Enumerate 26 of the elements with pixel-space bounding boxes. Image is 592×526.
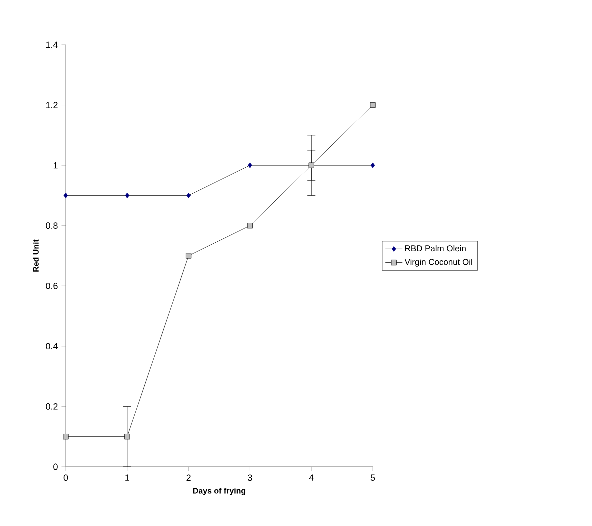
point [64, 192, 68, 198]
x-tick-label: 4 [309, 474, 314, 481]
y-tick-label: 1.2 [46, 102, 58, 108]
point [63, 434, 69, 440]
y-tick-label: 0 [54, 464, 58, 470]
point [248, 162, 252, 168]
y-tick-label: 1.4 [46, 42, 58, 48]
point [186, 253, 192, 259]
legend-label: RBD Palm Olein [405, 245, 466, 252]
point [370, 162, 376, 168]
point [124, 434, 130, 440]
legend-label: Virgin Coconut Oil [404, 258, 472, 267]
x-tick-label: 0 [64, 474, 68, 482]
y-tick-label: 0.8 [46, 222, 58, 230]
x-tick-label: 3 [248, 474, 252, 482]
y-tick-label: 1 [54, 162, 58, 169]
point [370, 102, 376, 108]
point [247, 223, 253, 229]
x-tick-label: 2 [186, 474, 191, 482]
y-tick-label: 0.2 [46, 404, 58, 410]
point [186, 192, 191, 198]
y-tick-label: 0.6 [46, 282, 58, 290]
x-tick-label: 5 [370, 474, 376, 482]
point [125, 192, 130, 198]
y-tick-label: 0.4 [46, 343, 58, 350]
x-tick-label: 1 [126, 474, 130, 481]
